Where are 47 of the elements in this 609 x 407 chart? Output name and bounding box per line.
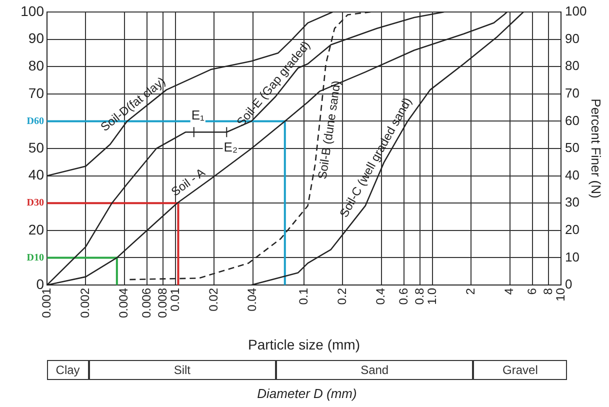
- y2-tick-label: 100: [565, 4, 587, 19]
- y2-tick-label: 80: [565, 58, 580, 74]
- y-tick-label: D30: [26, 198, 44, 209]
- y-tick-label: D60: [26, 116, 44, 127]
- x-tick-label: 0.01: [168, 288, 182, 312]
- y-tick-label: 40: [28, 166, 44, 183]
- x-tick-label: 0.008: [155, 288, 170, 318]
- x-tick-label: 4: [502, 288, 516, 295]
- y-tick-label: 50: [28, 139, 44, 156]
- x-tick-label: 0.1: [296, 288, 310, 305]
- y2-tick-label: 60: [565, 112, 580, 128]
- x-tick-label: 10: [553, 288, 568, 302]
- y2-axis-title: Percent Finer (N): [588, 98, 604, 198]
- y-tick-label: D10: [26, 252, 44, 264]
- x-tick-label: 0.002: [78, 288, 92, 318]
- x-tick-label: 0.6: [396, 288, 410, 305]
- x-tick-label: 0.04: [245, 288, 260, 312]
- text: Diameter D (mm): [256, 386, 358, 401]
- annotation: E₂: [224, 140, 238, 155]
- y2-tick-label: 30: [565, 194, 580, 210]
- y-tick-label: 80: [28, 57, 44, 74]
- x-axis-title: Particle size (mm): [248, 336, 360, 352]
- y2-tick-label: 0: [565, 276, 572, 292]
- y-tick-label: 90: [28, 30, 44, 46]
- x-tick-label: 6: [524, 288, 539, 295]
- y2-tick-label: 10: [565, 249, 580, 264]
- x-tick-label: 0.006: [139, 288, 154, 318]
- x-tick-label: 0.004: [116, 288, 131, 318]
- y2-tick-label: 70: [565, 85, 580, 100]
- soil-class-strip: Clay Silt Sand Gravel: [47, 360, 567, 382]
- y2-tick-label: 90: [565, 30, 580, 46]
- y-tick-label: 100: [20, 2, 44, 19]
- y-tick-label: 70: [28, 84, 44, 101]
- x-tick-label: 8: [540, 288, 555, 295]
- y2-tick-label: 50: [565, 140, 580, 156]
- text: Soil - A: [168, 165, 208, 199]
- x-tick-label: 0.4: [374, 288, 388, 305]
- y2-tick-label: 40: [565, 167, 580, 182]
- annotation: E₁: [191, 108, 206, 123]
- x-tick-label: 0.02: [206, 288, 220, 312]
- text: Soil-B (dune sand): [315, 80, 344, 180]
- y2-tick-label: 20: [565, 222, 580, 237]
- x-tick-label: 1.0: [424, 288, 439, 305]
- x-tick-label: 2: [463, 288, 478, 295]
- x-tick-label: 0.2: [334, 288, 349, 305]
- x-tick-label: 0.8: [412, 288, 426, 305]
- y-tick-label: 20: [28, 221, 44, 238]
